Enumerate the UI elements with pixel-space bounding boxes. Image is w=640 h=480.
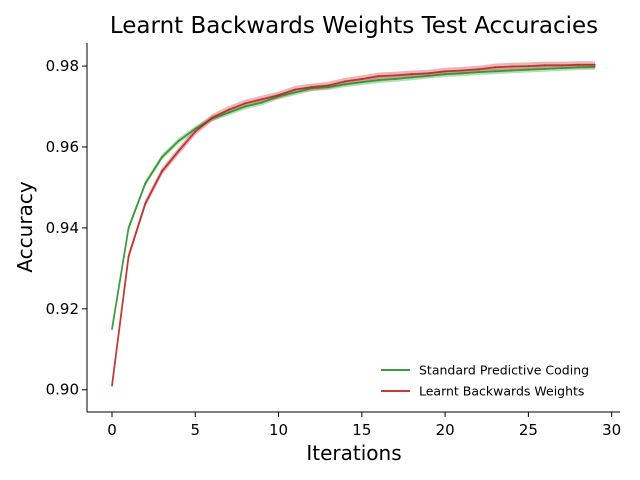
data-point [410,76,413,79]
data-point [194,127,197,130]
data-point [594,63,596,66]
band-standard-predictive-coding [112,64,595,332]
y-tick-label: 0.90 [46,381,79,399]
series-lines [111,63,596,387]
data-point [344,80,347,83]
data-point [577,66,580,69]
y-tick-label: 0.98 [46,57,79,75]
data-point [311,86,313,88]
data-point [377,75,380,78]
data-point [494,66,496,69]
data-point [244,102,247,105]
x-tick-label: 10 [269,421,288,439]
x-tick-label: 30 [602,421,621,439]
data-point [477,68,480,71]
data-point [544,68,546,70]
data-point [327,86,330,88]
x-tick-label: 5 [190,421,200,439]
data-point [144,202,147,205]
data-point [211,117,213,119]
data-point [227,108,230,111]
data-point [111,328,113,330]
chart-title: Learnt Backwards Weights Test Accuracies [110,13,598,39]
data-point [577,63,580,66]
line-learnt-backwards-weights [111,63,595,386]
y-tick-label: 0.94 [46,219,79,237]
data-point [244,105,247,108]
x-axis-title: Iterations [306,441,401,465]
data-point [294,88,297,91]
data-point [327,84,330,87]
band-learnt-backwards-weights [112,61,595,390]
x-axis-ticks: 0 5 10 15 20 25 30 [107,412,621,439]
data-point [177,140,180,142]
y-tick-label: 0.92 [46,300,79,318]
legend-label-learnt-backwards-weights: Learnt Backwards Weights [419,384,584,399]
data-point [261,101,263,104]
x-tick-label: 0 [107,421,117,439]
data-point [444,73,446,76]
data-point [227,111,230,114]
data-point [394,78,396,80]
data-point [127,255,130,258]
data-point [177,150,180,152]
points-learnt-backwards-weights [111,63,596,387]
data-point [410,73,413,76]
data-point [560,67,563,69]
confidence-bands [112,61,595,390]
data-point [344,83,347,86]
data-point [460,69,463,72]
x-tick-label: 15 [352,421,371,439]
data-point [360,81,363,84]
legend: Standard Predictive Coding Learnt Backwar… [381,363,589,399]
line-standard-predictive-coding [111,66,596,330]
data-point [144,182,147,185]
legend-label-standard-predictive-coding: Standard Predictive Coding [419,363,589,378]
data-point [194,130,197,133]
data-point [460,72,463,75]
data-point [161,156,163,159]
data-point [394,74,396,77]
y-axis-ticks: 0.90 0.92 0.94 0.96 0.98 [46,57,87,399]
data-point [477,71,480,73]
data-point [261,98,263,101]
data-point [427,72,430,75]
points-standard-predictive-coding [111,66,596,330]
data-point [594,66,596,68]
y-tick-label: 0.96 [46,138,79,156]
data-point [560,64,563,67]
data-point [510,65,513,68]
data-point [527,65,530,67]
x-tick-label: 20 [436,421,455,439]
data-point [127,227,130,229]
data-point [427,74,430,77]
data-point [111,384,113,387]
data-point [544,64,546,67]
data-point [360,78,363,80]
data-point [444,70,446,73]
x-tick-label: 25 [519,421,538,439]
data-point [294,91,297,94]
data-point [161,170,163,173]
data-point [510,69,513,72]
axes [86,43,620,413]
data-point [494,70,496,73]
data-point [527,68,530,71]
y-axis-title: Accuracy [13,181,37,272]
data-point [377,79,380,82]
data-point [277,94,280,97]
